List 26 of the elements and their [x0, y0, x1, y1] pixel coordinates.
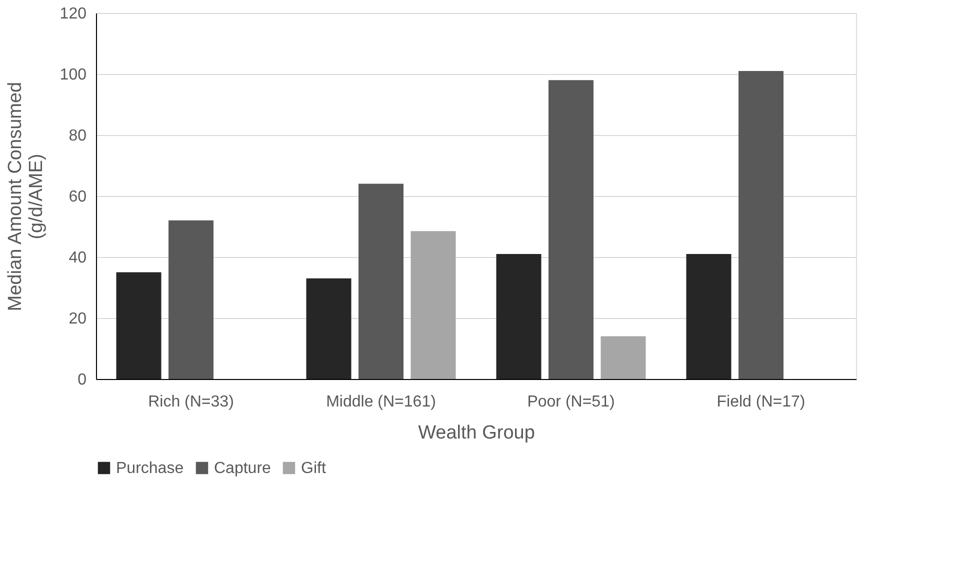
y-tick-label: 80 — [68, 128, 87, 144]
y-tick-label: 60 — [68, 188, 87, 206]
x-tick-label: Rich (N=33) — [148, 394, 234, 410]
bar — [116, 272, 162, 379]
y-tick-label: 0 — [78, 372, 87, 388]
y-axis-title: Median Amount Consumed (g/d/AME) — [4, 82, 47, 312]
legend-label: Purchase — [116, 460, 184, 477]
x-tick-label: Field (N=17) — [716, 394, 806, 410]
bar — [306, 278, 352, 379]
x-axis-title: Wealth Group — [418, 422, 535, 444]
bar — [496, 254, 542, 379]
y-tick-label: 40 — [68, 250, 87, 266]
y-tick-label: 20 — [68, 310, 87, 328]
bar — [410, 231, 456, 379]
bar — [738, 70, 784, 379]
x-tick-label: Poor (N=51) — [527, 394, 615, 410]
bar — [548, 80, 594, 379]
bar — [686, 254, 732, 379]
bar — [168, 220, 214, 379]
y-tick-label: 100 — [60, 66, 87, 84]
legend-label: Gift — [301, 460, 326, 477]
x-tick-label: Middle (N=161) — [326, 394, 436, 410]
bar — [358, 184, 404, 379]
legend-label: Capture — [214, 460, 272, 477]
bar — [600, 336, 646, 379]
y-tick-label: 120 — [60, 6, 87, 22]
